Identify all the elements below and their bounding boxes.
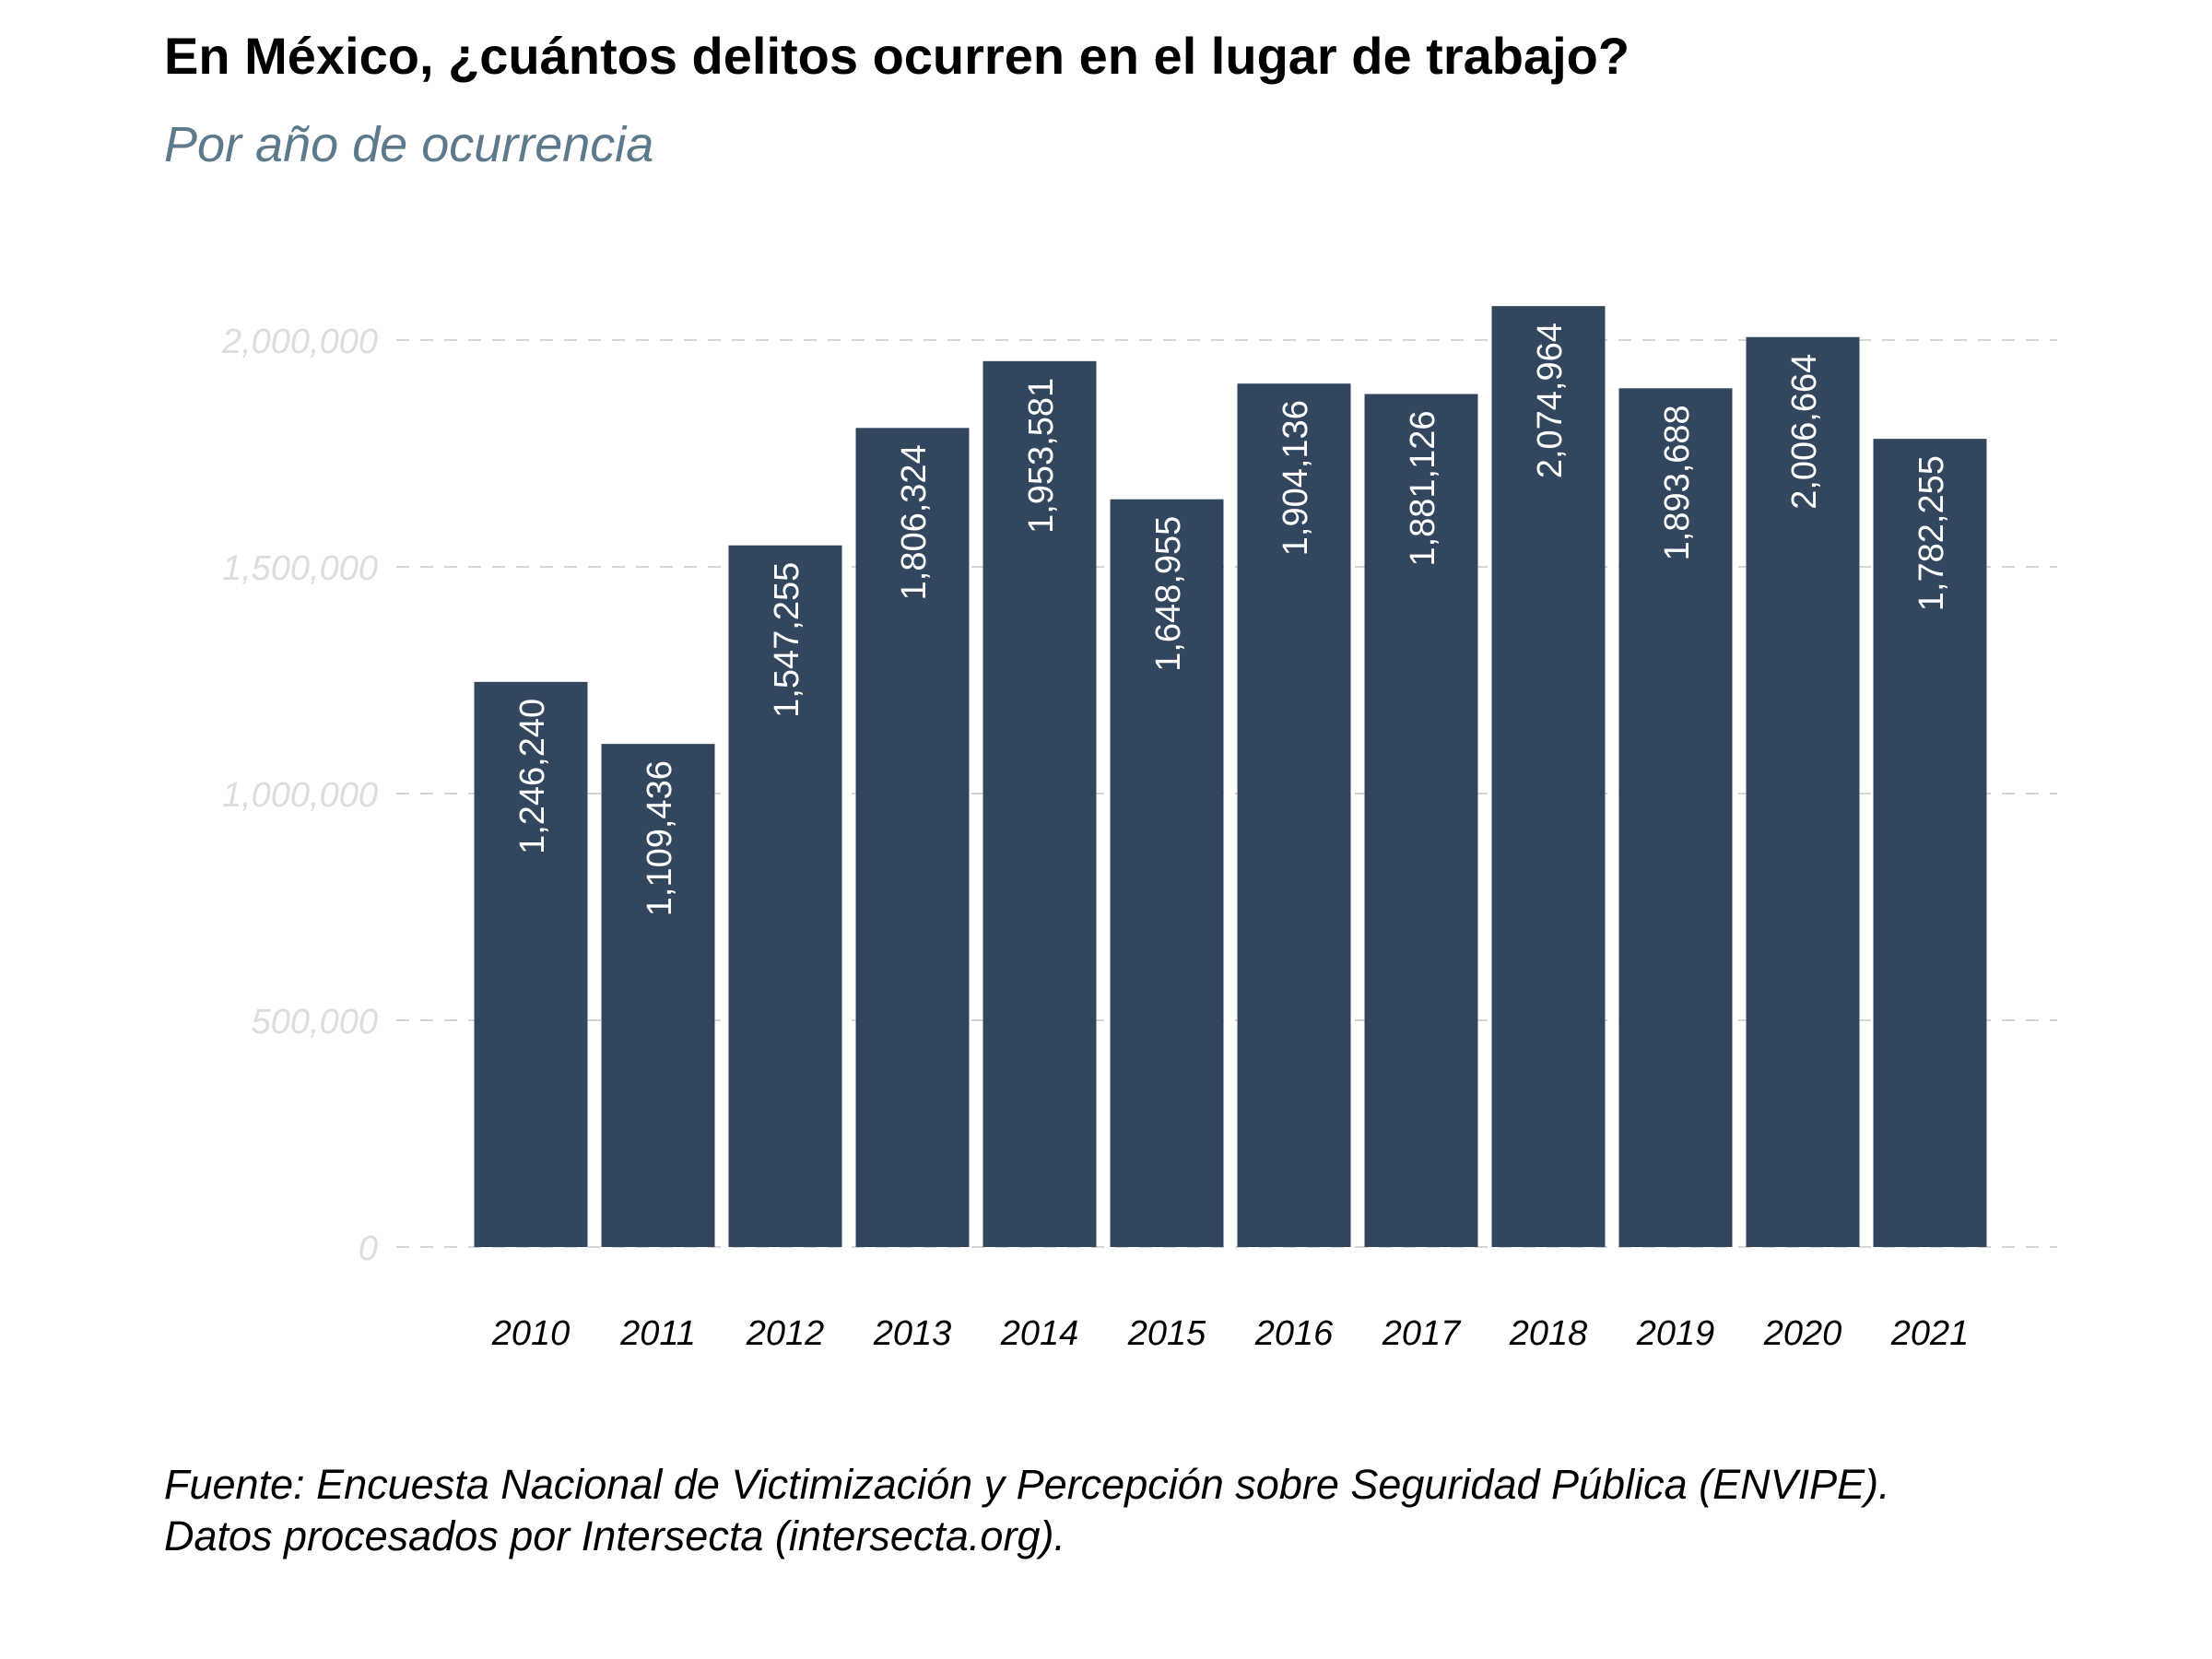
bar-value-label: 1,109,436 [641, 760, 679, 916]
y-tick-label: 500,000 [252, 1003, 378, 1041]
bar [1746, 336, 1860, 1247]
caption-line-source: Fuente: Encuesta Nacional de Victimizaci… [164, 1461, 1890, 1508]
bar-value-label: 1,782,255 [1912, 455, 1951, 611]
bar-value-label: 1,547,255 [768, 562, 806, 718]
chart-subtitle: Por año de ocurrencia [164, 117, 654, 172]
y-axis-ticks: 0 500,000 1,000,000 1,500,000 2,000,000 [221, 323, 378, 1268]
bar [1110, 499, 1224, 1247]
bar [474, 681, 588, 1247]
x-tick-label: 2013 [873, 1314, 952, 1353]
x-tick-label: 2017 [1382, 1314, 1462, 1353]
bars [474, 306, 1987, 1248]
bar [982, 360, 1097, 1247]
caption-line-processed: Datos procesados por Intersecta (interse… [164, 1512, 1065, 1559]
bar-value-label: 1,648,955 [1149, 516, 1188, 672]
bar [1618, 388, 1733, 1247]
y-tick-label: 1,000,000 [222, 776, 378, 815]
bar [728, 545, 842, 1247]
bar [601, 744, 715, 1247]
x-tick-label: 2016 [1254, 1314, 1334, 1353]
bar-value-labels: 1,246,240 1,109,436 1,547,255 1,806,324 1,95… [513, 323, 1951, 916]
bar [1364, 394, 1478, 1247]
bar-value-label: 1,904,136 [1277, 400, 1315, 556]
x-tick-label: 2021 [1890, 1314, 1970, 1353]
bar [1237, 383, 1351, 1247]
x-tick-label: 2010 [491, 1314, 571, 1353]
y-tick-label: 2,000,000 [221, 323, 378, 361]
bar-value-label: 1,806,324 [895, 444, 934, 600]
bar-value-label: 2,074,964 [1531, 323, 1570, 478]
bar [1873, 439, 1987, 1247]
source-caption: Fuente: Encuesta Nacional de Victimizaci… [164, 1459, 1890, 1562]
bar-value-label: 1,881,126 [1404, 410, 1442, 566]
y-tick-label: 1,500,000 [222, 549, 378, 588]
x-tick-label: 2012 [746, 1314, 825, 1353]
x-tick-label: 2019 [1636, 1314, 1715, 1353]
x-tick-label: 2018 [1509, 1314, 1588, 1353]
x-tick-label: 2014 [1000, 1314, 1079, 1353]
chart-title: En México, ¿cuántos delitos ocurren en e… [164, 27, 1630, 85]
bar-value-label: 2,006,664 [1785, 354, 1824, 510]
x-tick-label: 2011 [619, 1314, 696, 1353]
bar [855, 428, 970, 1248]
bar-value-label: 1,893,688 [1658, 405, 1697, 560]
x-tick-label: 2020 [1763, 1314, 1842, 1353]
bar-value-label: 1,953,581 [1022, 378, 1061, 534]
x-tick-label: 2015 [1127, 1314, 1206, 1353]
x-axis-ticks: 2010 2011 2012 2013 2014 2015 2016 2017 2018 2019… [491, 1314, 1970, 1353]
bar [1491, 306, 1606, 1248]
bar-value-label: 1,246,240 [513, 699, 552, 854]
y-tick-label: 0 [359, 1230, 378, 1268]
